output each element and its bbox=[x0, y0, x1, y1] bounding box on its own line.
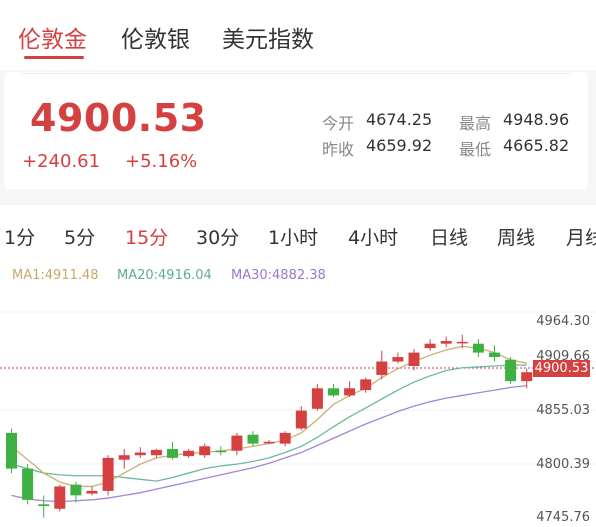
candle-down bbox=[22, 468, 34, 500]
period-monthly[interactable]: 月线 bbox=[566, 227, 596, 249]
candle-up bbox=[392, 357, 404, 362]
tab-london-gold[interactable]: 伦敦金 bbox=[18, 27, 87, 53]
prev-close-label: 昨收 bbox=[322, 140, 355, 159]
ma20-label: MA20:4916.04 bbox=[117, 268, 212, 283]
candle-down bbox=[38, 504, 50, 507]
period-selector: 1分 5分 15分 30分 1小时 4小时 日线 周线 月线 bbox=[0, 205, 596, 265]
active-tab-indicator bbox=[24, 56, 84, 59]
candle-down bbox=[328, 388, 339, 396]
period-30m[interactable]: 30分 bbox=[196, 227, 240, 249]
candle-up bbox=[199, 446, 211, 456]
period-1m[interactable]: 1分 bbox=[4, 227, 36, 249]
y-tick-label: 4745.76 bbox=[536, 510, 590, 525]
candle-down bbox=[247, 434, 259, 444]
quote-card bbox=[4, 72, 588, 189]
open-label: 今开 bbox=[322, 114, 355, 133]
candle-up bbox=[279, 432, 291, 444]
candle-up bbox=[150, 449, 162, 456]
candle-up bbox=[440, 341, 452, 344]
tab-dollar-index[interactable]: 美元指数 bbox=[222, 27, 314, 53]
ma1-line bbox=[11, 345, 527, 488]
candle-up bbox=[344, 388, 356, 396]
price-change: +240.61 bbox=[22, 151, 101, 172]
candle-up bbox=[295, 410, 307, 429]
ma20-line bbox=[11, 364, 527, 482]
ma30-label: MA30:4882.38 bbox=[231, 268, 326, 283]
current-price-tag: 4900.53 bbox=[533, 360, 590, 377]
divider bbox=[22, 73, 570, 74]
ma30-line bbox=[11, 384, 527, 503]
candle-down bbox=[70, 484, 82, 496]
low-value: 4665.82 bbox=[503, 136, 570, 155]
candle-up bbox=[183, 450, 195, 457]
candle-up bbox=[360, 379, 372, 391]
candle-down bbox=[472, 343, 484, 353]
candle-up bbox=[424, 343, 436, 349]
open-value: 4674.25 bbox=[366, 110, 433, 129]
candle-down bbox=[505, 359, 517, 382]
price-change-percent: +5.16% bbox=[125, 151, 198, 172]
candle-up bbox=[311, 388, 323, 409]
period-15m[interactable]: 15分 bbox=[125, 227, 169, 249]
candle-up bbox=[408, 352, 420, 366]
candle-up bbox=[376, 361, 388, 375]
ma1-label: MA1:4911.48 bbox=[12, 268, 99, 283]
y-tick-label: 4800.39 bbox=[536, 457, 590, 472]
current-price: 4900.53 bbox=[30, 96, 207, 140]
high-label: 最高 bbox=[459, 114, 492, 133]
candle-down bbox=[215, 450, 227, 453]
instrument-tabs: 伦敦金 伦敦银 美元指数 bbox=[0, 0, 596, 70]
y-tick-label: 4855.03 bbox=[536, 403, 590, 418]
candle-down bbox=[6, 432, 17, 469]
candle-down bbox=[167, 448, 178, 458]
candle-up bbox=[521, 372, 533, 382]
candle-up bbox=[54, 486, 66, 509]
candle-up bbox=[134, 452, 146, 456]
prev-close-value: 4659.92 bbox=[366, 136, 433, 155]
period-daily[interactable]: 日线 bbox=[430, 227, 469, 249]
candle-up bbox=[456, 341, 468, 344]
candle-up bbox=[102, 457, 114, 491]
candle-up bbox=[86, 490, 98, 494]
period-4h[interactable]: 4小时 bbox=[348, 227, 399, 249]
chart-panel bbox=[0, 262, 596, 527]
candle-up bbox=[263, 441, 275, 444]
tab-london-silver[interactable]: 伦敦银 bbox=[121, 27, 190, 53]
candle-down bbox=[489, 352, 500, 358]
candle-up bbox=[118, 455, 130, 460]
period-1h[interactable]: 1小时 bbox=[268, 227, 319, 249]
period-5m[interactable]: 5分 bbox=[64, 227, 96, 249]
candle-up bbox=[231, 435, 243, 451]
low-label: 最低 bbox=[459, 140, 492, 159]
period-weekly[interactable]: 周线 bbox=[497, 227, 536, 249]
high-value: 4948.96 bbox=[503, 110, 570, 129]
candlestick-chart[interactable] bbox=[0, 292, 596, 527]
y-tick-label: 4964.30 bbox=[536, 314, 590, 329]
